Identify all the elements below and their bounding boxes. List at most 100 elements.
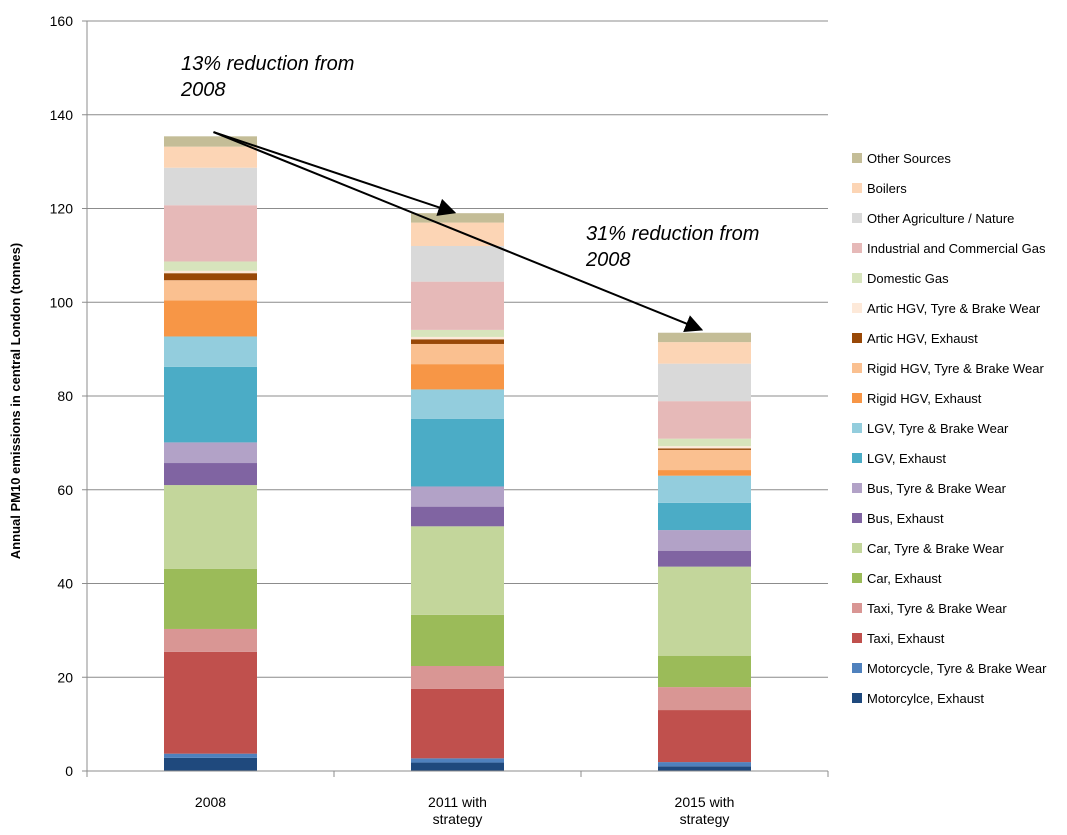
bar-segment-taxi-tyre-brake-wear xyxy=(411,666,504,689)
y-tick-label: 80 xyxy=(57,388,73,404)
legend-label: Car, Exhaust xyxy=(867,571,942,586)
legend-label: LGV, Exhaust xyxy=(867,451,946,466)
bar-segment-artic-hgv-tyre-brake-wear xyxy=(411,336,504,340)
bar-segment-artic-hgv-exhaust xyxy=(411,339,504,344)
bar-segment-car-tyre-brake-wear xyxy=(411,526,504,615)
bar-segment-industrial-and-commercial-gas xyxy=(411,281,504,330)
bar-segment-rigid-hgv-tyre-brake-wear xyxy=(411,343,504,365)
bar-segment-rigid-hgv-tyre-brake-wear xyxy=(658,449,751,471)
x-tick-label: 2011 with xyxy=(428,794,487,810)
legend-label: Motorcylce, Exhaust xyxy=(867,691,984,706)
bar-segment-motorcycle-tyre-brake-wear xyxy=(658,762,751,767)
y-tick-label: 100 xyxy=(50,294,74,310)
legend-swatch-other-sources xyxy=(852,153,862,163)
x-tick-label: 2015 with xyxy=(675,794,735,810)
legend-label: Domestic Gas xyxy=(867,271,949,286)
bar-segment-car-exhaust xyxy=(658,655,751,688)
bar-segment-other-sources xyxy=(658,332,751,343)
bar-segment-motorcycle-tyre-brake-wear xyxy=(411,758,504,763)
bar-segment-bus-tyre-brake-wear xyxy=(658,530,751,551)
bar-segment-industrial-and-commercial-gas xyxy=(658,401,751,439)
bar-segment-domestic-gas xyxy=(658,438,751,447)
bar-segment-boilers xyxy=(411,222,504,246)
bar-segment-motorcylce-exhaust xyxy=(411,762,504,771)
legend-label: Other Agriculture / Nature xyxy=(867,211,1014,226)
bar-segment-lgv-tyre-brake-wear xyxy=(411,389,504,419)
y-tick-label: 40 xyxy=(57,576,73,592)
annotations: 13% reduction from 2008 31% reduction from… xyxy=(180,53,759,332)
legend-label: Boilers xyxy=(867,181,907,196)
bar-segment-lgv-tyre-brake-wear xyxy=(658,475,751,503)
legend-swatch-lgv-tyre-brake-wear xyxy=(852,423,862,433)
legend-swatch-taxi-exhaust xyxy=(852,633,862,643)
x-tick-label: strategy xyxy=(680,811,730,827)
bar-segment-lgv-tyre-brake-wear xyxy=(164,336,257,367)
bars xyxy=(164,136,751,771)
bar-segment-car-tyre-brake-wear xyxy=(658,566,751,656)
legend-swatch-lgv-exhaust xyxy=(852,453,862,463)
bar-segment-artic-hgv-tyre-brake-wear xyxy=(164,270,257,274)
bar-segment-artic-hgv-exhaust xyxy=(658,448,751,450)
bar-segment-other-agriculture-nature xyxy=(164,167,257,206)
bar-segment-bus-exhaust xyxy=(164,463,257,486)
legend-swatch-bus-tyre-brake-wear xyxy=(852,483,862,493)
legend-label: Artic HGV, Exhaust xyxy=(867,331,978,346)
legend-swatch-car-tyre-brake-wear xyxy=(852,543,862,553)
bar-segment-other-agriculture-nature xyxy=(658,363,751,402)
legend-swatch-motorcycle-tyre-brake-wear xyxy=(852,663,862,673)
bar-segment-taxi-exhaust xyxy=(164,651,257,754)
legend-label: Bus, Exhaust xyxy=(867,511,944,526)
legend-label: Artic HGV, Tyre & Brake Wear xyxy=(867,301,1041,316)
bar-segment-artic-hgv-exhaust xyxy=(164,273,257,281)
bar-segment-taxi-exhaust xyxy=(411,688,504,759)
legend-label: Taxi, Tyre & Brake Wear xyxy=(867,601,1007,616)
legend-swatch-boilers xyxy=(852,183,862,193)
bar-segment-bus-exhaust xyxy=(411,506,504,527)
legend-swatch-industrial-and-commercial-gas xyxy=(852,243,862,253)
bar-segment-boilers xyxy=(658,342,751,364)
bar-segment-bus-tyre-brake-wear xyxy=(411,486,504,507)
legend-label: Other Sources xyxy=(867,151,951,166)
legend-label: Car, Tyre & Brake Wear xyxy=(867,541,1004,556)
bar-segment-rigid-hgv-tyre-brake-wear xyxy=(164,280,257,301)
bar-segment-taxi-tyre-brake-wear xyxy=(164,628,257,652)
y-tick-label: 0 xyxy=(65,763,73,779)
annotation-text: 2008 xyxy=(585,249,631,271)
annotation-arrow xyxy=(213,131,457,216)
bar-segment-other-sources xyxy=(411,213,504,223)
legend-swatch-rigid-hgv-tyre-brake-wear xyxy=(852,363,862,373)
legend-swatch-car-exhaust xyxy=(852,573,862,583)
legend-label: LGV, Tyre & Brake Wear xyxy=(867,421,1009,436)
bar-segment-rigid-hgv-exhaust xyxy=(411,364,504,390)
legend-swatch-artic-hgv-exhaust xyxy=(852,333,862,343)
y-tick-label: 20 xyxy=(57,669,73,685)
bar-segment-domestic-gas xyxy=(164,261,257,271)
bar-segment-car-tyre-brake-wear xyxy=(164,485,257,569)
bar-segment-bus-tyre-brake-wear xyxy=(164,442,257,464)
bar-segment-artic-hgv-tyre-brake-wear xyxy=(658,446,751,449)
bar-segment-other-agriculture-nature xyxy=(411,246,504,282)
bar-segment-lgv-exhaust xyxy=(411,418,504,487)
bar-segment-car-exhaust xyxy=(164,568,257,629)
y-axis-label: Annual PM10 emissions in central London … xyxy=(8,243,23,559)
bar-segment-motorcycle-tyre-brake-wear xyxy=(164,753,257,758)
legend-label: Industrial and Commercial Gas xyxy=(867,241,1046,256)
legend-label: Motorcycle, Tyre & Brake Wear xyxy=(867,661,1047,676)
legend: Other Sources Boilers Other Agriculture / … xyxy=(852,151,1047,706)
legend-swatch-rigid-hgv-exhaust xyxy=(852,393,862,403)
bar-segment-industrial-and-commercial-gas xyxy=(164,205,257,262)
legend-swatch-bus-exhaust xyxy=(852,513,862,523)
annotation-text: 31% reduction from xyxy=(586,223,759,245)
annotation-arrow xyxy=(213,131,704,332)
bar-segment-lgv-exhaust xyxy=(164,366,257,443)
bar-segment-bus-exhaust xyxy=(658,550,751,567)
legend-swatch-taxi-tyre-brake-wear xyxy=(852,603,862,613)
x-tick-label: 2008 xyxy=(195,794,226,810)
bar-segment-motorcylce-exhaust xyxy=(658,766,751,771)
bar-segment-rigid-hgv-exhaust xyxy=(658,470,751,476)
legend-swatch-other-agriculture-nature xyxy=(852,213,862,223)
y-tick-label: 60 xyxy=(57,482,73,498)
y-tick-label: 140 xyxy=(50,107,74,123)
y-tick-label: 160 xyxy=(50,13,74,29)
